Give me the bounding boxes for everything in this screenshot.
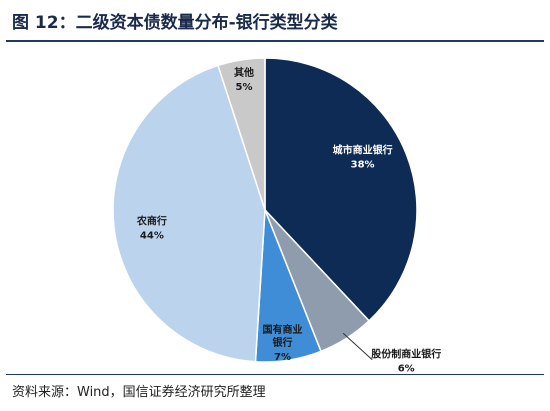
- slice-name-label: 其他: [234, 66, 254, 79]
- slice-name-label: 银行: [272, 336, 292, 349]
- slice-name-label: 股份制商业银行: [371, 348, 441, 361]
- pie-slice: [264, 57, 418, 322]
- slice-percent-label: 6%: [398, 364, 415, 375]
- leader-line: [342, 332, 373, 361]
- page-title: 图 12：二级资本债数量分布-银行类型分类: [12, 13, 338, 33]
- title-divider: [6, 40, 544, 42]
- slice-percent-label: 38%: [351, 159, 375, 170]
- pie-slice: [112, 64, 266, 363]
- slice-name-label: 农商行: [136, 214, 167, 227]
- pie-slice: [217, 57, 266, 211]
- source-divider: [6, 374, 544, 375]
- slice-percent-label: 5%: [235, 82, 252, 93]
- slice-name-label: 城市商业银行: [333, 143, 393, 156]
- source-note: 资料来源：Wind，国信证券经济研究所整理: [12, 385, 266, 400]
- slice-name-label: 国有商业: [262, 323, 302, 336]
- slice-percent-label: 44%: [140, 230, 164, 241]
- slice-percent-label: 7%: [274, 352, 291, 363]
